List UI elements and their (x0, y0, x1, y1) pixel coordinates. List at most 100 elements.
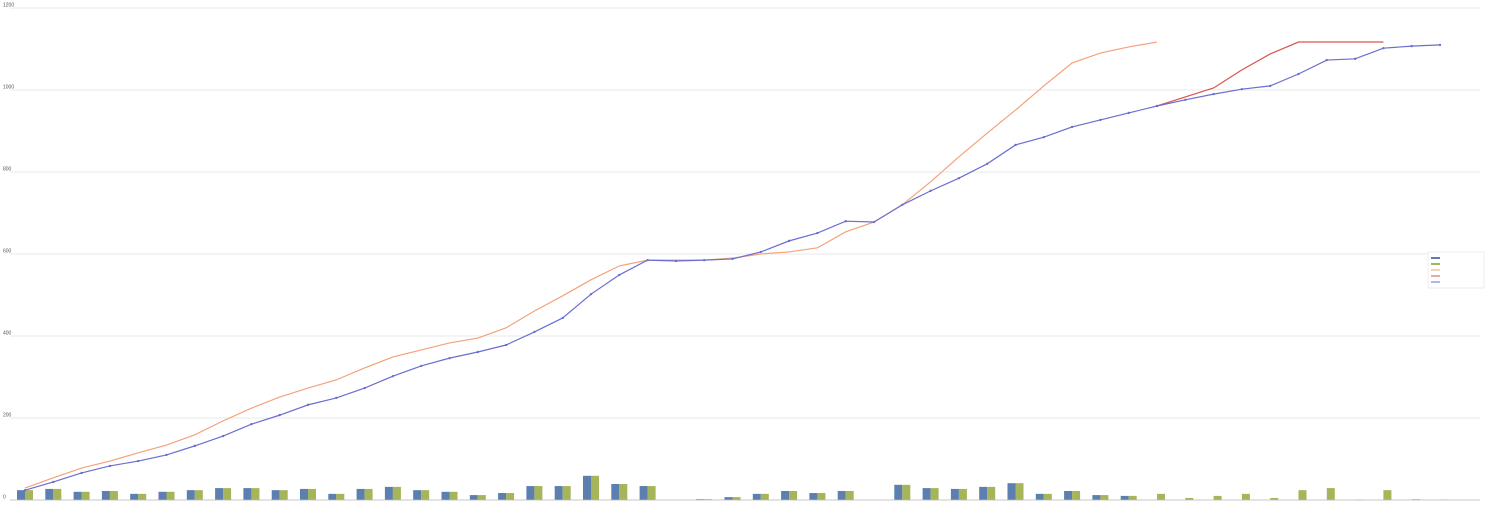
bar (328, 493, 337, 500)
bar (130, 493, 139, 500)
bar (1120, 495, 1129, 500)
bar (1035, 493, 1044, 500)
marker (1014, 143, 1017, 147)
marker (1325, 58, 1329, 62)
marker (618, 273, 621, 277)
marker (589, 292, 593, 296)
bar (1326, 488, 1335, 500)
bar (73, 491, 82, 500)
bar (554, 486, 563, 500)
marker (703, 258, 706, 262)
marker (674, 259, 678, 263)
marker (844, 220, 847, 223)
bar (158, 491, 167, 500)
bar (789, 490, 798, 500)
bar (902, 484, 911, 500)
bar (837, 490, 846, 500)
bar (1298, 490, 1307, 500)
bar (760, 493, 769, 500)
bar (166, 491, 175, 500)
bar (1092, 495, 1101, 500)
bar (336, 493, 345, 500)
bar (1270, 497, 1279, 500)
bar (364, 488, 373, 500)
bar (639, 486, 648, 500)
marker (561, 316, 564, 320)
marker (278, 413, 281, 417)
bar (591, 475, 599, 500)
bar (1213, 495, 1222, 500)
bar (704, 499, 713, 500)
marker (137, 459, 140, 463)
marker (759, 250, 762, 254)
bar (647, 486, 656, 500)
marker (533, 330, 536, 334)
bar (449, 491, 458, 500)
bar (243, 488, 252, 500)
bar (498, 493, 507, 500)
bar (562, 486, 571, 500)
marker (165, 453, 168, 457)
bar (1157, 493, 1165, 500)
bar (186, 490, 195, 500)
bar (752, 493, 761, 500)
bar (979, 486, 988, 500)
bar (781, 490, 790, 500)
bar (25, 490, 33, 500)
bar (392, 486, 401, 500)
bar (251, 488, 260, 500)
bar (441, 491, 450, 500)
bar (223, 488, 232, 500)
bar (950, 488, 959, 500)
bar (1383, 490, 1392, 500)
marker (1099, 118, 1102, 122)
line (24, 41, 1158, 489)
marker (504, 343, 508, 347)
marker (1155, 104, 1159, 108)
line (1156, 41, 1384, 107)
bar (696, 499, 705, 500)
marker (929, 189, 932, 193)
bar (356, 488, 365, 500)
y-tick-label: 0 (3, 494, 6, 500)
y-tick-label: 400 (3, 330, 12, 336)
y-tick-label: 1200 (3, 2, 14, 8)
bar (469, 495, 478, 500)
marker (80, 471, 83, 475)
bar (215, 488, 224, 500)
bar (987, 486, 996, 500)
bar (930, 488, 939, 500)
marker (872, 220, 876, 224)
bar (506, 493, 515, 500)
bar (194, 490, 203, 500)
bar (101, 490, 110, 500)
marker (787, 239, 791, 243)
marker (221, 434, 225, 438)
marker (1410, 44, 1413, 48)
bar (477, 495, 486, 500)
marker (816, 231, 819, 235)
bar (300, 488, 308, 500)
marker (986, 162, 989, 165)
bar (922, 488, 931, 500)
bar (45, 488, 54, 500)
marker (1269, 84, 1272, 88)
bar (526, 486, 535, 500)
marker (391, 374, 395, 378)
bar (1072, 490, 1081, 500)
bar (138, 493, 147, 500)
marker (1382, 46, 1385, 50)
bar (724, 497, 733, 500)
bar (619, 484, 628, 500)
bar (81, 491, 90, 500)
bar (1043, 493, 1052, 500)
bar (1100, 495, 1109, 500)
legend (1427, 251, 1485, 289)
bar (53, 488, 62, 500)
bar (1185, 497, 1194, 500)
marker (1212, 92, 1215, 96)
bar (611, 484, 620, 500)
bar (17, 490, 25, 500)
marker (250, 422, 253, 426)
